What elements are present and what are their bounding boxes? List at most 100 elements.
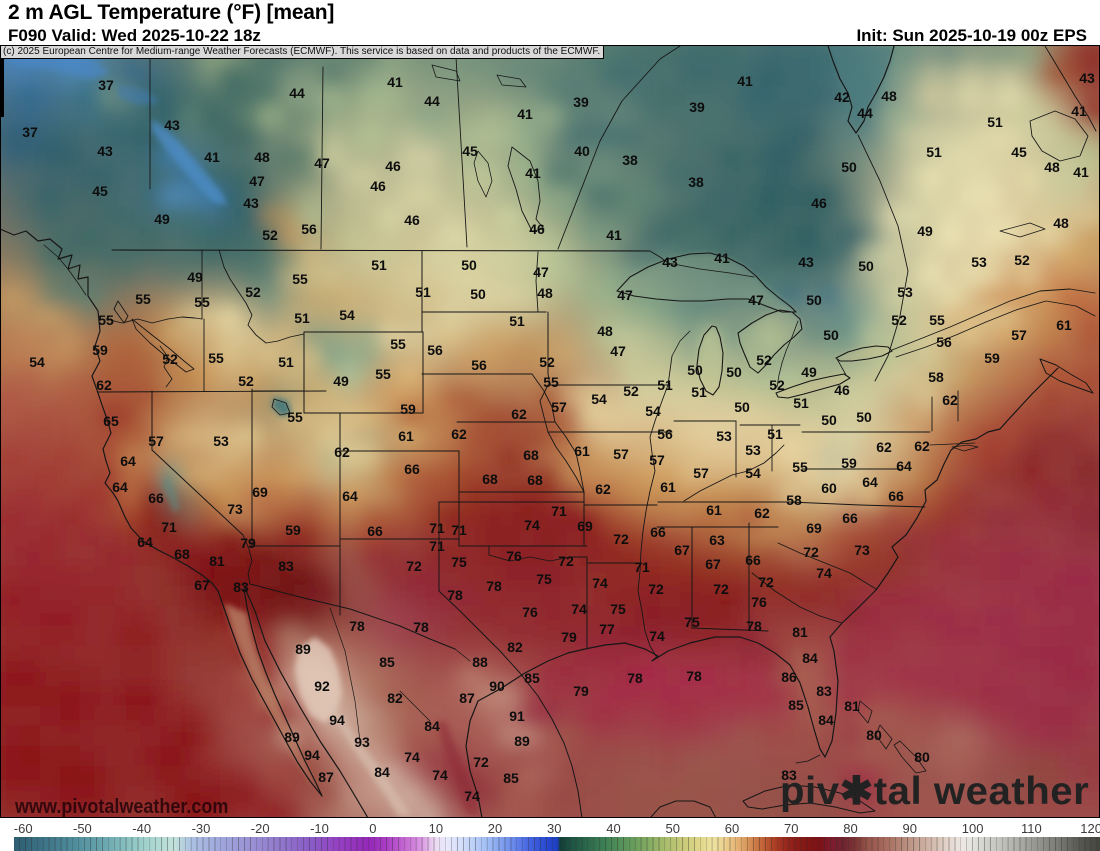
svg-text:43: 43 bbox=[662, 254, 678, 270]
svg-text:68: 68 bbox=[527, 472, 543, 488]
svg-text:61: 61 bbox=[398, 428, 414, 444]
svg-text:50: 50 bbox=[726, 364, 742, 380]
svg-text:41: 41 bbox=[525, 165, 541, 181]
svg-text:62: 62 bbox=[876, 439, 892, 455]
svg-text:72: 72 bbox=[713, 581, 729, 597]
svg-text:68: 68 bbox=[482, 471, 498, 487]
svg-text:46: 46 bbox=[370, 178, 386, 194]
svg-text:57: 57 bbox=[649, 452, 665, 468]
svg-text:57: 57 bbox=[551, 399, 567, 415]
svg-text:55: 55 bbox=[287, 409, 303, 425]
svg-text:53: 53 bbox=[897, 284, 913, 300]
svg-text:56: 56 bbox=[936, 334, 952, 350]
svg-text:50: 50 bbox=[858, 258, 874, 274]
svg-text:48: 48 bbox=[597, 323, 613, 339]
svg-text:58: 58 bbox=[928, 369, 944, 385]
svg-text:46: 46 bbox=[529, 221, 545, 237]
svg-text:48: 48 bbox=[881, 88, 897, 104]
svg-text:64: 64 bbox=[120, 453, 136, 469]
svg-text:66: 66 bbox=[404, 461, 420, 477]
svg-text:82: 82 bbox=[507, 639, 523, 655]
svg-text:52: 52 bbox=[623, 383, 639, 399]
svg-text:92: 92 bbox=[314, 678, 330, 694]
svg-text:57: 57 bbox=[613, 446, 629, 462]
svg-text:47: 47 bbox=[249, 173, 265, 189]
svg-text:55: 55 bbox=[929, 312, 945, 328]
svg-text:72: 72 bbox=[648, 581, 664, 597]
svg-text:94: 94 bbox=[329, 712, 345, 728]
svg-text:65: 65 bbox=[103, 413, 119, 429]
svg-text:71: 71 bbox=[451, 522, 467, 538]
svg-text:52: 52 bbox=[1014, 252, 1030, 268]
svg-text:51: 51 bbox=[793, 395, 809, 411]
svg-text:91: 91 bbox=[509, 708, 525, 724]
svg-text:43: 43 bbox=[164, 117, 180, 133]
svg-text:47: 47 bbox=[610, 343, 626, 359]
svg-text:51: 51 bbox=[691, 384, 707, 400]
svg-text:59: 59 bbox=[92, 342, 108, 358]
svg-text:74: 74 bbox=[816, 565, 832, 581]
svg-text:50: 50 bbox=[823, 327, 839, 343]
svg-text:75: 75 bbox=[536, 571, 552, 587]
svg-text:45: 45 bbox=[1011, 144, 1027, 160]
svg-text:41: 41 bbox=[517, 106, 533, 122]
svg-text:47: 47 bbox=[617, 287, 633, 303]
svg-text:49: 49 bbox=[187, 269, 203, 285]
svg-text:50: 50 bbox=[821, 412, 837, 428]
svg-text:83: 83 bbox=[278, 558, 294, 574]
svg-text:77: 77 bbox=[599, 621, 615, 637]
svg-text:68: 68 bbox=[174, 546, 190, 562]
svg-text:71: 71 bbox=[429, 538, 445, 554]
svg-text:74: 74 bbox=[571, 601, 587, 617]
svg-text:74: 74 bbox=[524, 517, 540, 533]
svg-text:53: 53 bbox=[213, 433, 229, 449]
svg-text:50: 50 bbox=[856, 409, 872, 425]
svg-text:86: 86 bbox=[781, 669, 797, 685]
svg-text:58: 58 bbox=[786, 492, 802, 508]
svg-text:48: 48 bbox=[254, 149, 270, 165]
svg-text:41: 41 bbox=[387, 74, 403, 90]
svg-text:87: 87 bbox=[318, 769, 334, 785]
svg-text:44: 44 bbox=[289, 85, 305, 101]
svg-text:50: 50 bbox=[461, 257, 477, 273]
svg-text:66: 66 bbox=[148, 490, 164, 506]
svg-text:49: 49 bbox=[801, 364, 817, 380]
svg-text:72: 72 bbox=[613, 531, 629, 547]
svg-text:43: 43 bbox=[798, 254, 814, 270]
svg-text:75: 75 bbox=[451, 554, 467, 570]
svg-text:52: 52 bbox=[162, 351, 178, 367]
svg-text:44: 44 bbox=[857, 105, 873, 121]
svg-text:73: 73 bbox=[854, 542, 870, 558]
svg-text:46: 46 bbox=[404, 212, 420, 228]
svg-text:52: 52 bbox=[262, 227, 278, 243]
svg-text:52: 52 bbox=[756, 352, 772, 368]
svg-text:72: 72 bbox=[558, 553, 574, 569]
svg-text:74: 74 bbox=[432, 767, 448, 783]
svg-text:55: 55 bbox=[98, 312, 114, 328]
svg-text:78: 78 bbox=[349, 618, 365, 634]
svg-text:89: 89 bbox=[284, 729, 300, 745]
svg-text:54: 54 bbox=[339, 307, 355, 323]
svg-text:59: 59 bbox=[400, 401, 416, 417]
svg-text:52: 52 bbox=[769, 377, 785, 393]
svg-text:41: 41 bbox=[714, 250, 730, 266]
svg-text:66: 66 bbox=[842, 510, 858, 526]
svg-text:55: 55 bbox=[208, 350, 224, 366]
svg-text:51: 51 bbox=[767, 426, 783, 442]
svg-text:84: 84 bbox=[818, 712, 834, 728]
svg-text:74: 74 bbox=[464, 788, 480, 804]
svg-text:63: 63 bbox=[709, 532, 725, 548]
svg-text:67: 67 bbox=[705, 556, 721, 572]
svg-text:87: 87 bbox=[459, 690, 475, 706]
svg-text:66: 66 bbox=[745, 552, 761, 568]
svg-text:64: 64 bbox=[112, 479, 128, 495]
svg-text:45: 45 bbox=[462, 143, 478, 159]
svg-text:43: 43 bbox=[243, 195, 259, 211]
svg-text:57: 57 bbox=[1011, 327, 1027, 343]
svg-text:51: 51 bbox=[371, 257, 387, 273]
svg-text:94: 94 bbox=[304, 747, 320, 763]
svg-text:49: 49 bbox=[154, 211, 170, 227]
svg-text:93: 93 bbox=[354, 734, 370, 750]
svg-text:76: 76 bbox=[751, 594, 767, 610]
svg-text:55: 55 bbox=[792, 459, 808, 475]
